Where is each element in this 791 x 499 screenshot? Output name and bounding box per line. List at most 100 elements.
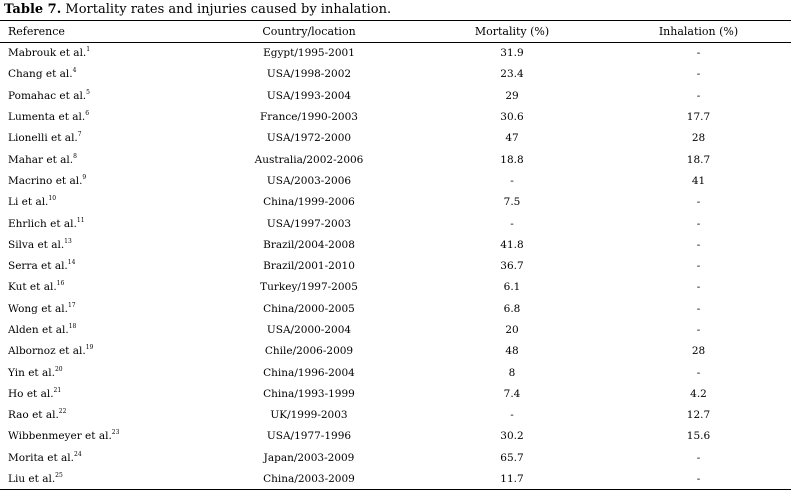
cell-reference: Pomahac et al.5 <box>0 85 200 106</box>
cell-country-location: Japan/2003-2009 <box>263 451 355 464</box>
cell-reference: Chang et al.4 <box>0 64 200 85</box>
header-mortality: Mortality (%) <box>474 25 550 38</box>
cell-mortality: 18.8 <box>500 153 524 166</box>
cell-inhalation: 17.7 <box>686 111 711 124</box>
cell-country-location: China/1996-2004 <box>263 366 355 379</box>
cell-country-location: USA/2000-2004 <box>266 324 352 336</box>
reference-number: 22 <box>58 408 67 416</box>
table-row: Pomahac et al.5 USA/1993-2004 29 - <box>0 85 791 106</box>
cell-inhalation: 4.2 <box>690 387 707 400</box>
reference-name: Pomahac et al. <box>8 89 87 102</box>
cell-mortality: 8 <box>508 366 516 379</box>
reference-number: 16 <box>56 280 65 288</box>
cell-inhalation: - <box>696 238 701 251</box>
cell-inhalation: - <box>696 324 701 336</box>
cell-inhalation: 18.7 <box>686 153 711 166</box>
cell-inhalation: - <box>696 260 701 273</box>
cell-inhalation: 28 <box>691 132 706 145</box>
reference-name: Li et al. <box>8 196 49 209</box>
reference-number: 1 <box>86 46 91 54</box>
cell-mortality: 48 <box>505 345 519 358</box>
cell-mortality: 41.8 <box>500 238 524 251</box>
cell-mortality: - <box>510 409 514 422</box>
reference-number: 10 <box>48 195 57 203</box>
cell-mortality: 30.2 <box>500 430 524 443</box>
cell-reference: Liu et al.25 <box>0 468 200 489</box>
table-row: Ehrlich et al.11 USA/1997-2003 - - <box>0 213 791 234</box>
reference-number: 9 <box>82 173 87 181</box>
cell-inhalation: - <box>696 302 701 315</box>
reference-number: 6 <box>85 110 90 118</box>
cell-inhalation: 12.7 <box>686 409 711 422</box>
reference-number: 23 <box>111 429 120 437</box>
table-row: Mabrouk et al.1 Egypt/1995-2001 31.9 - <box>0 43 791 64</box>
cell-mortality: 47 <box>505 132 519 145</box>
cell-reference: Yin et al.20 <box>0 362 200 383</box>
header-inhalation: Inhalation (%) <box>658 25 739 38</box>
cell-reference: Rao et al.22 <box>0 405 200 426</box>
table-row: Albornoz et al.19 Chile/2006-2009 48 28 <box>0 341 791 362</box>
table-header: Reference Country/location Mortality (%)… <box>0 20 791 43</box>
table-caption-text: Mortality rates and injuries caused by i… <box>61 2 392 17</box>
cell-country-location: USA/2003-2006 <box>266 174 352 187</box>
reference-name: Chang et al. <box>8 68 73 81</box>
table-row: Ho et al.21 China/1993-1999 7.4 4.2 <box>0 383 791 404</box>
reference-name: Alden et al. <box>8 324 69 336</box>
cell-reference: Albornoz et al.19 <box>0 341 200 362</box>
cell-reference: Mahar et al.8 <box>0 149 200 170</box>
cell-inhalation: - <box>696 89 701 102</box>
cell-country-location: USA/1998-2002 <box>266 68 352 81</box>
reference-number: 19 <box>85 344 94 352</box>
table-row: Liu et al.25 China/2003-2009 11.7 - <box>0 468 791 490</box>
cell-mortality: 31.9 <box>500 47 524 60</box>
reference-name: Yin et al. <box>8 366 55 379</box>
table-row: Yin et al.20 China/1996-2004 8 - <box>0 362 791 383</box>
cell-inhalation: - <box>696 196 701 209</box>
cell-mortality: 29 <box>505 89 519 102</box>
reference-number: 8 <box>73 152 77 160</box>
table-caption-label: Table 7. <box>4 2 62 17</box>
reference-name: Wong et al. <box>8 302 68 315</box>
cell-country-location: Egypt/1995-2001 <box>263 47 355 60</box>
cell-country-location: Turkey/1997-2005 <box>260 281 358 294</box>
reference-number: 14 <box>67 259 76 267</box>
cell-country-location: USA/1997-2003 <box>266 217 352 230</box>
table-row: Morita et al.24 Japan/2003-2009 65.7 - <box>0 447 791 468</box>
reference-number: 13 <box>64 237 72 245</box>
table-row: Li et al.10 China/1999-2006 7.5 - <box>0 192 791 213</box>
cell-inhalation: - <box>696 281 701 294</box>
cell-inhalation: - <box>696 68 701 81</box>
cell-reference: Morita et al.24 <box>0 447 200 468</box>
header-row: Reference Country/location Mortality (%)… <box>0 20 791 43</box>
cell-inhalation: - <box>696 472 701 485</box>
reference-name: Mabrouk et al. <box>8 47 87 60</box>
table-row: Serra et al.14 Brazil/2001-2010 36.7 - <box>0 255 791 276</box>
cell-mortality: 36.7 <box>500 260 524 273</box>
reference-name: Kut et al. <box>8 281 57 294</box>
cell-reference: Silva et al.13 <box>0 234 200 255</box>
cell-inhalation: 41 <box>691 174 706 187</box>
reference-name: Wibbenmeyer et al. <box>8 430 112 443</box>
cell-mortality: 7.5 <box>503 196 521 209</box>
cell-inhalation: 15.6 <box>686 430 711 443</box>
reference-number: 18 <box>68 323 77 330</box>
cell-reference: Kut et al.16 <box>0 277 200 298</box>
table-row: Rao et al.22 UK/1999-2003 - 12.7 <box>0 405 791 426</box>
cell-reference: Wibbenmeyer et al.23 <box>0 426 200 447</box>
table-row: Kut et al.16 Turkey/1997-2005 6.1 - <box>0 277 791 298</box>
cell-country-location: France/1990-2003 <box>260 111 358 124</box>
table-caption: Table 7. Mortality rates and injuries ca… <box>4 2 391 17</box>
reference-name: Lionelli et al. <box>8 132 78 145</box>
table-row: Lumenta et al.6 France/1990-2003 30.6 17.7 <box>0 106 791 127</box>
cell-reference: Alden et al.18 <box>0 319 200 340</box>
cell-country-location: USA/1993-2004 <box>266 89 352 102</box>
cell-country-location: Brazil/2004-2008 <box>263 238 355 251</box>
cell-reference: Macrino et al.9 <box>0 170 200 191</box>
cell-mortality: - <box>510 217 514 230</box>
cell-mortality: 65.7 <box>500 451 524 464</box>
cell-mortality: 20 <box>505 324 519 336</box>
table-row: Alden et al.18 USA/2000-2004 20 - <box>0 319 791 340</box>
table-row: Wong et al.17 China/2000-2005 6.8 - <box>0 298 791 319</box>
header-reference: Reference <box>8 25 65 38</box>
table-row: Wibbenmeyer et al.23 USA/1977-1996 30.2 15.… <box>0 426 791 447</box>
